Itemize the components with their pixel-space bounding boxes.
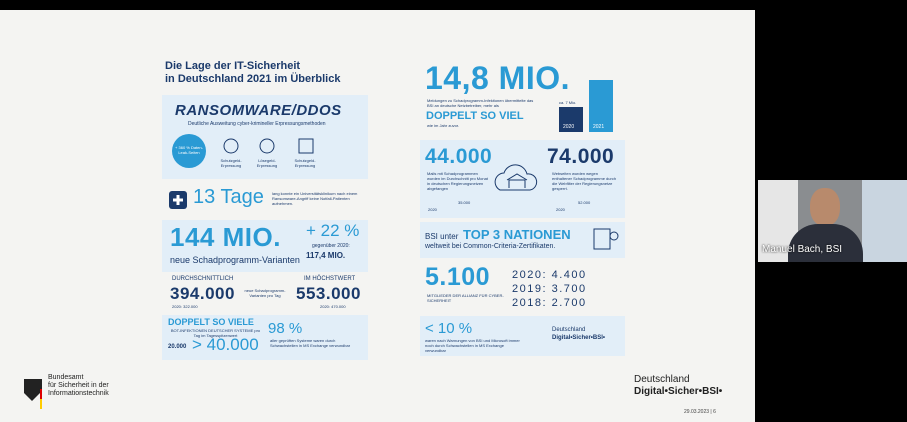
brand-line: Deutschland xyxy=(634,374,690,385)
label: IM HÖCHSTWERT xyxy=(304,276,356,282)
year: 2020 xyxy=(556,207,565,212)
text: waren nach Warnungen von BSI und Microso… xyxy=(425,338,520,353)
brand-line: Digital•Sicher•BSI• xyxy=(634,386,723,397)
badge: + 360 % Daten-Leak-Seiten xyxy=(172,134,206,168)
body xyxy=(788,224,863,262)
text: Mails mit Schadprogrammen wurden im Durc… xyxy=(427,171,488,191)
prev: 35.000 xyxy=(458,200,471,205)
panel-brand: Deutschland Digital•Sicher•BSI• xyxy=(552,326,605,342)
hospital-icon xyxy=(169,191,187,209)
value: TOP 3 NATIONEN xyxy=(463,227,571,242)
value: 144 MIO. xyxy=(170,222,281,252)
brand-line: Digital•Sicher•BSI• xyxy=(552,335,605,341)
face xyxy=(810,188,840,226)
org-name: Bundesamt für Sicherheit in der Informat… xyxy=(48,374,109,398)
video-background xyxy=(862,180,907,262)
text: lang konnte ein Universitätsklinikum nac… xyxy=(272,191,358,206)
value: 13 Tage xyxy=(193,186,264,208)
tail: wie im Jahr zuvor. xyxy=(427,123,460,128)
value: 98 % xyxy=(268,320,303,337)
history: 2020: 4.400 2019: 3.700 2018: 2.700 xyxy=(512,268,587,310)
compare-value: 117,4 MIO. xyxy=(306,251,346,260)
year: 2020 xyxy=(428,207,437,212)
bar xyxy=(559,107,583,132)
text: MITGLIEDER DER ALLIANZ FÜR CYBER-SICHERH… xyxy=(427,293,504,303)
title-line: in Deutschland 2021 im Überblick xyxy=(165,73,341,85)
title-line: Die Lage der IT-Sicherheit xyxy=(165,60,301,72)
exchange-box xyxy=(420,316,625,356)
bar-year: 2021 xyxy=(593,124,605,130)
value: < 10 % xyxy=(425,320,473,337)
participant-name: Manuel Bach, BSI xyxy=(762,244,843,255)
cloud-icon xyxy=(494,164,538,191)
org-line: für Sicherheit in der xyxy=(48,382,109,389)
slide: Die Lage der IT-Sicherheit in Deutschlan… xyxy=(0,10,755,422)
text: aller geprüften Systeme waren durch Schw… xyxy=(270,338,351,348)
from: 20.000 xyxy=(168,344,187,350)
value: 44.000 xyxy=(425,145,493,168)
change: + 22 % xyxy=(306,221,360,240)
mini-chart: 2020 ca. 7 Mio. 2021 xyxy=(555,70,620,132)
prefix: BSI unter xyxy=(425,232,459,241)
video-tile: Manuel Bach, BSI xyxy=(758,180,907,262)
footer-brand: Deutschland Digital•Sicher•BSI• xyxy=(634,374,722,398)
brand-line: Deutschland xyxy=(552,327,586,333)
history-item: 2020: 4.400 xyxy=(512,269,587,281)
cc-box xyxy=(420,222,625,258)
bar xyxy=(589,80,613,132)
label: neue Schadprogramm-Varianten xyxy=(170,255,300,265)
text: Meldungen zu Schadprogramm-Infektionen ü… xyxy=(427,98,534,108)
value: 394.000 xyxy=(170,284,235,303)
subtitle: Deutliche Ausweitung cyber-krimineller E… xyxy=(188,121,326,127)
bots-box xyxy=(162,315,368,360)
history-item: 2019: 3.700 xyxy=(512,283,587,295)
value: 5.100 xyxy=(425,263,491,291)
history-item: 2018: 2.700 xyxy=(512,297,587,309)
value: 553.000 xyxy=(296,284,361,303)
text: Webseiten wurden wegen enthaltener Schad… xyxy=(552,171,617,191)
text: weltweit bei Common-Criteria-Zertifikate… xyxy=(425,243,556,250)
variants-box xyxy=(162,220,368,272)
value: 74.000 xyxy=(547,145,615,168)
prev: 2020: 322.000 xyxy=(172,304,198,309)
bar-label: ca. 7 Mio. xyxy=(559,100,577,106)
prev: 52.000 xyxy=(578,200,591,205)
icons xyxy=(223,138,314,154)
certificate-icon xyxy=(593,228,619,250)
bar-year: 2020 xyxy=(563,124,575,130)
emphasis: DOPPELT SO VIEL xyxy=(426,110,524,122)
icon-label: Schutzgeld-Erpressung xyxy=(294,158,316,168)
text: BOT-INFEKTIONEN DEUTSCHER SYSTEME pro Ta… xyxy=(170,328,261,338)
govnet-box xyxy=(420,140,625,218)
value: 14,8 MIO. xyxy=(425,60,570,96)
label: DURCHSCHNITTLICH xyxy=(172,276,234,282)
heading: DOPPELT SO VIELE xyxy=(168,317,254,327)
text: neue Schadprogramm-Varianten pro Tag xyxy=(244,288,286,298)
icon-label: Schutzgeld-Erpressung xyxy=(220,158,242,168)
eagle-logo xyxy=(24,379,42,409)
org-line: Informationstechnik xyxy=(48,390,109,397)
to: > 40.000 xyxy=(192,335,259,354)
page-number: 29.03.2023 | 6 xyxy=(684,409,716,415)
slide-title: Die Lage der IT-Sicherheit in Deutschlan… xyxy=(165,60,340,86)
icon-label: Lösegeld-Erpressung xyxy=(256,158,278,168)
org-line: Bundesamt xyxy=(48,374,84,381)
prev: 2020: 470.000 xyxy=(320,304,346,309)
heading: RANSOMWARE/DDOS xyxy=(175,102,342,119)
compare: gegenüber 2020: xyxy=(312,243,350,249)
